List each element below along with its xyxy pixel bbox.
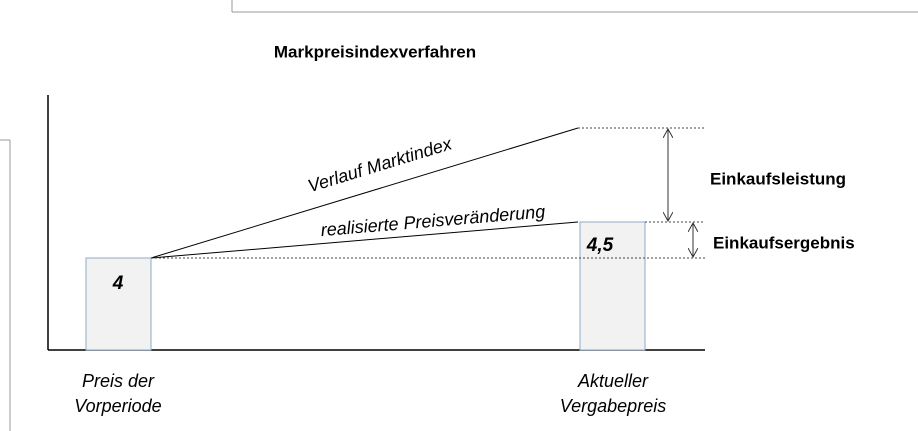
x-label: Vorperiode [74, 396, 161, 416]
bar-label: 4 [112, 273, 124, 294]
x-label: Vergabepreis [560, 396, 666, 416]
x-label: Aktueller [577, 371, 649, 391]
measure-label: Einkaufsergebnis [713, 233, 855, 252]
bar [579, 221, 646, 351]
title: Markpreisindexverfahren [274, 42, 476, 61]
measure-label: Einkaufsleistung [710, 169, 846, 188]
price-line [150, 221, 579, 259]
line-label: Verlauf Marktindex [305, 133, 455, 196]
bar [85, 257, 152, 351]
index-line [150, 127, 579, 259]
x-label: Preis der [82, 371, 155, 391]
bar-label: 4,5 [586, 235, 614, 256]
